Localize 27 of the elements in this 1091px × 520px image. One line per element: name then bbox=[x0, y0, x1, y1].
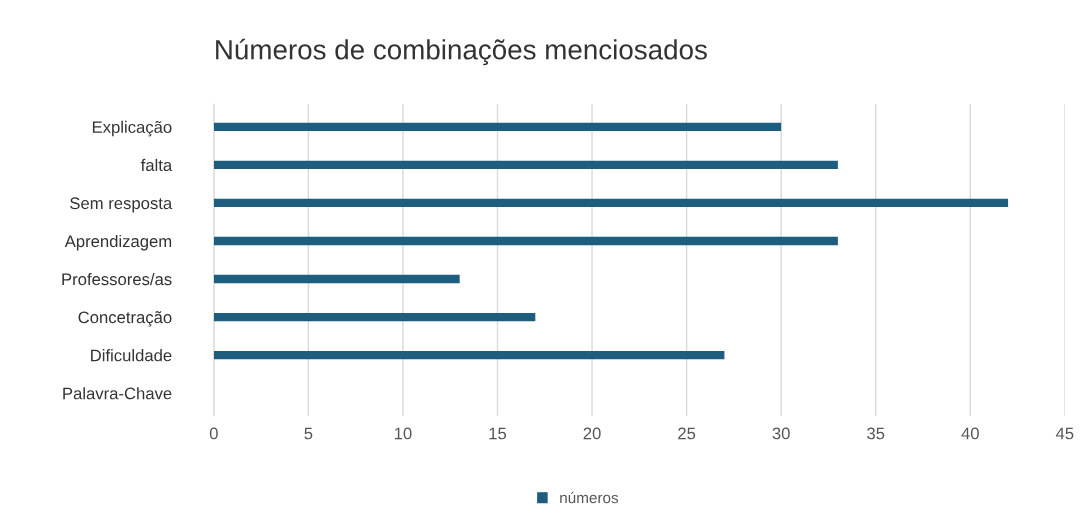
y-tick-label: Professores/as bbox=[62, 272, 172, 286]
bar bbox=[213, 236, 838, 246]
bar bbox=[213, 122, 782, 132]
x-tick-label: 5 bbox=[304, 427, 313, 440]
y-tick-label: Sem resposta bbox=[70, 197, 173, 213]
x-tick-label: 0 bbox=[209, 427, 218, 440]
chart-title: Números de combinações menciosados bbox=[216, 38, 707, 66]
bar bbox=[213, 198, 1009, 208]
legend-label: números bbox=[560, 491, 619, 504]
x-tick-label: 10 bbox=[394, 427, 412, 440]
x-tick-label: 30 bbox=[772, 427, 790, 440]
x-tick-label: 45 bbox=[1055, 427, 1074, 440]
y-tick-label: Aprendizagem bbox=[64, 234, 172, 251]
bar bbox=[213, 274, 460, 284]
bar bbox=[213, 312, 536, 322]
y-tick-label: falta bbox=[140, 158, 173, 172]
x-tick-label: 40 bbox=[961, 427, 979, 440]
x-tick-label: 35 bbox=[867, 427, 885, 440]
y-tick-label: Concetração bbox=[78, 311, 172, 327]
y-tick-label: Dificuldade bbox=[91, 349, 172, 362]
x-tick-label: 15 bbox=[489, 427, 507, 440]
x-tick-label: 25 bbox=[678, 427, 696, 440]
y-tick-label: Explicação bbox=[92, 120, 172, 137]
bar bbox=[213, 350, 725, 360]
x-tick-label: 20 bbox=[583, 427, 601, 440]
y-tick-label: Palavra-Chave bbox=[63, 387, 172, 400]
bar bbox=[213, 160, 838, 170]
